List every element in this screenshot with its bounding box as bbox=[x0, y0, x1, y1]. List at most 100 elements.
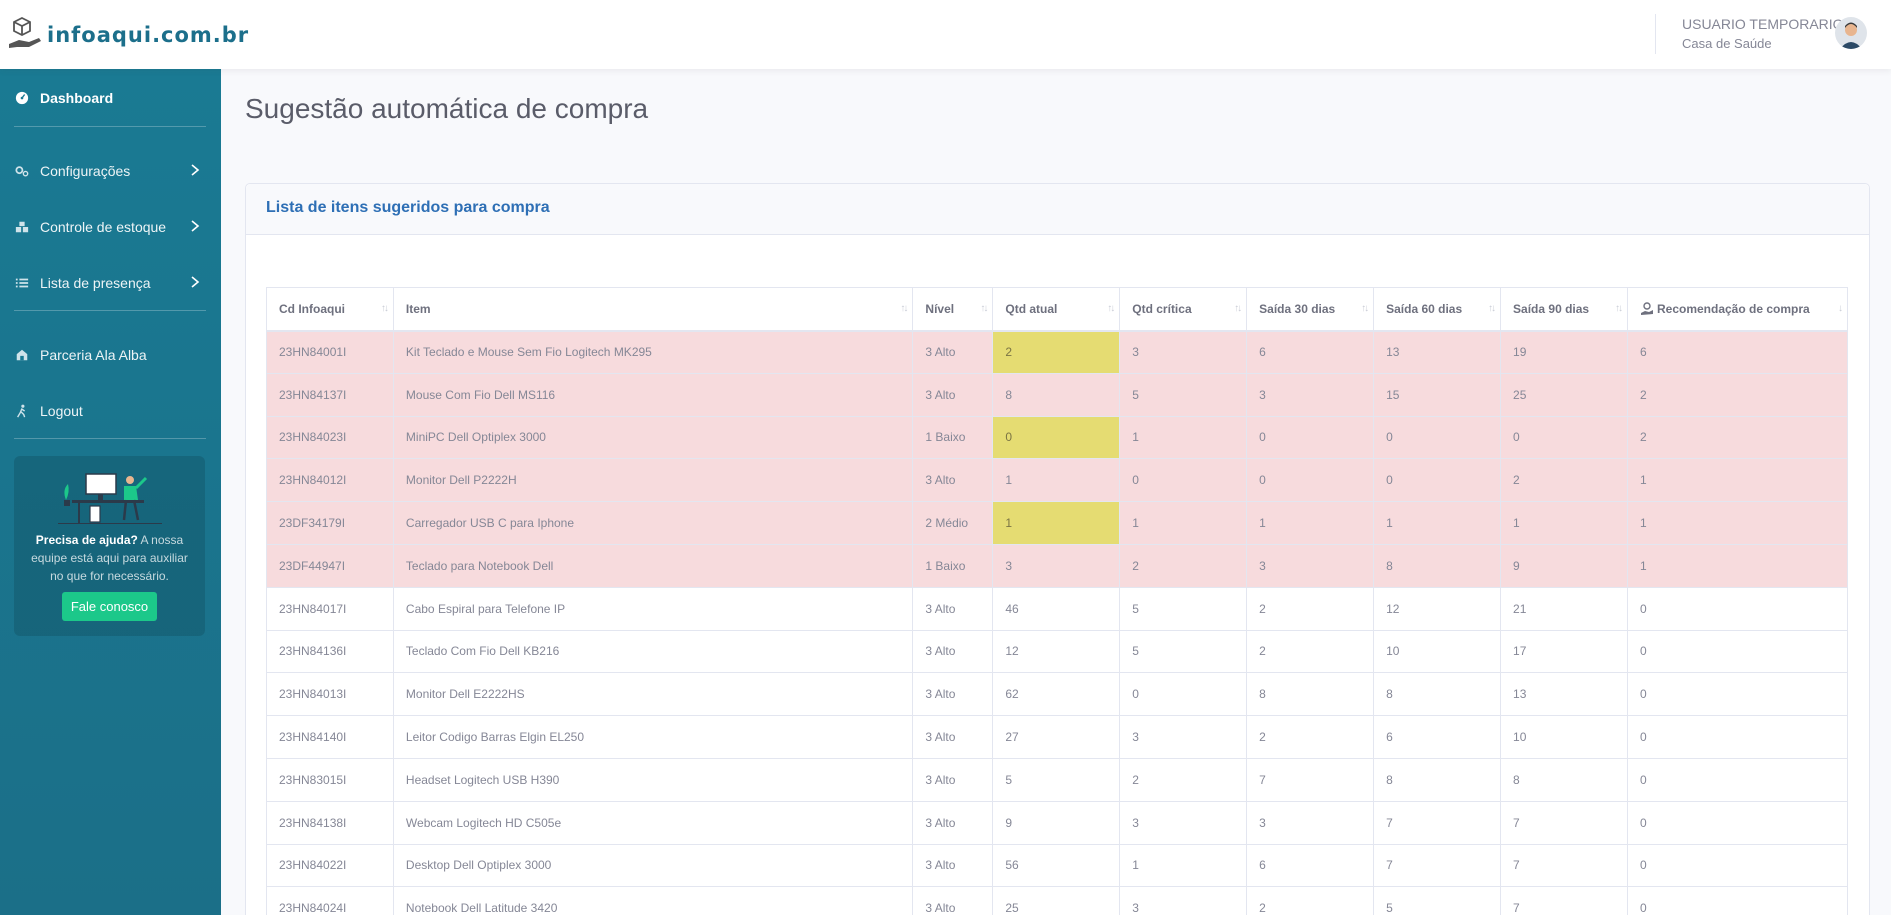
table-cell: 3 Alto bbox=[912, 672, 994, 717]
column-label: Saída 60 dias bbox=[1386, 301, 1463, 316]
sidebar-item-label: Controle de estoque bbox=[40, 219, 167, 235]
table-row[interactable]: 23HN84023I MiniPC Dell Optiplex 3000 1 Bai… bbox=[266, 415, 1849, 460]
column-header-cd[interactable]: Cd Infoaqui ↑↓ bbox=[266, 287, 394, 332]
column-header-recomendacao[interactable]: Recomendação de compra ↓ bbox=[1626, 287, 1849, 332]
table-cell: Cabo Espiral para Telefone IP bbox=[392, 586, 914, 631]
table-cell: 1 bbox=[1373, 501, 1502, 545]
table-cell: 7 bbox=[1500, 800, 1628, 845]
table-cell: Monitor Dell E2222HS bbox=[392, 672, 914, 717]
table-row[interactable]: 23HN84138I Webcam Logitech HD C505e 3 Alto… bbox=[266, 800, 1849, 845]
table-cell: 8 bbox=[1500, 757, 1628, 802]
table-cell: 23HN84022I bbox=[266, 843, 394, 888]
column-label: Nível bbox=[925, 301, 955, 316]
table-cell: 3 Alto bbox=[912, 330, 994, 374]
table-row[interactable]: 23DF44947I Teclado para Notebook Dell 1 Ba… bbox=[266, 543, 1849, 588]
sort-icon: ↑↓ bbox=[1488, 303, 1496, 314]
column-header-saida-30[interactable]: Saída 30 dias ↑↓ bbox=[1246, 287, 1375, 332]
table-cell: Desktop Dell Optiplex 3000 bbox=[392, 843, 914, 888]
sidebar-divider bbox=[14, 126, 206, 127]
table-row[interactable]: 23HN84140I Leitor Codigo Barras Elgin EL2… bbox=[266, 715, 1849, 759]
column-header-nivel[interactable]: Nível ↑↓ bbox=[912, 287, 994, 332]
table-cell: 1 bbox=[1626, 543, 1849, 588]
sort-icon: ↑↓ bbox=[1234, 303, 1242, 314]
sidebar-item-label: Lista de presença bbox=[40, 275, 151, 291]
column-header-saida-60[interactable]: Saída 60 dias ↑↓ bbox=[1373, 287, 1502, 332]
table-cell: 46 bbox=[992, 586, 1121, 631]
table-cell: 3 bbox=[1119, 886, 1248, 915]
user-info[interactable]: USUARIO TEMPORARIO Casa de Saúde bbox=[1682, 15, 1844, 53]
table-cell: 0 bbox=[1373, 458, 1502, 503]
table-cell: 1 Baixo bbox=[912, 415, 994, 460]
page-title: Sugestão automática de compra bbox=[245, 93, 649, 124]
column-label: Qtd crítica bbox=[1132, 301, 1192, 316]
sidebar-item-label: Parceria Ala Alba bbox=[40, 347, 147, 363]
table-cell: 3 Alto bbox=[912, 886, 994, 915]
table-cell: 0 bbox=[1373, 415, 1502, 460]
sidebar: Dashboard Configurações Controle de esto… bbox=[0, 69, 221, 915]
column-header-saida-90[interactable]: Saída 90 dias ↑↓ bbox=[1500, 287, 1628, 332]
table-cell: 23HN84013I bbox=[266, 672, 394, 717]
table-cell: 2 bbox=[1119, 543, 1248, 588]
sidebar-item-label: Dashboard bbox=[40, 90, 114, 106]
table-cell: 23HN83015I bbox=[266, 757, 394, 802]
table-cell: 7 bbox=[1373, 843, 1502, 888]
table-row[interactable]: 23HN84001I Kit Teclado e Mouse Sem Fio Lo… bbox=[266, 330, 1849, 374]
table-row[interactable]: 23HN84012I Monitor Dell P2222H 3 Alto 1 0 0 0 2… bbox=[266, 458, 1849, 503]
table-cell: Kit Teclado e Mouse Sem Fio Logitech MK2… bbox=[392, 330, 914, 374]
sidebar-item-configuracoes[interactable]: Configurações bbox=[0, 151, 221, 191]
sidebar-item-label: Logout bbox=[40, 403, 83, 419]
sidebar-item-lista-presenca[interactable]: Lista de presença bbox=[0, 263, 221, 303]
cogs-icon bbox=[14, 163, 30, 179]
user-name: USUARIO TEMPORARIO bbox=[1682, 16, 1844, 32]
table-cell: 56 bbox=[992, 843, 1121, 888]
table-row[interactable]: 23DF34179I Carregador USB C para Iphone 2 … bbox=[266, 501, 1849, 545]
sort-icon: ↑↓ bbox=[1107, 303, 1115, 314]
dashboard-icon bbox=[14, 90, 30, 106]
table-cell: 6 bbox=[1246, 843, 1375, 888]
brand-logo[interactable]: infoaqui.com.br bbox=[5, 14, 249, 52]
column-header-qtd-critica[interactable]: Qtd crítica ↑↓ bbox=[1119, 287, 1248, 332]
table-row[interactable]: 23HN84017I Cabo Espiral para Telefone IP 3… bbox=[266, 586, 1849, 631]
avatar[interactable] bbox=[1835, 17, 1867, 49]
contact-button[interactable]: Fale conosco bbox=[61, 592, 158, 621]
column-header-qtd-atual[interactable]: Qtd atual ↑↓ bbox=[992, 287, 1121, 332]
sort-icon: ↑↓ bbox=[1614, 303, 1623, 314]
table-cell: 3 Alto bbox=[912, 586, 994, 631]
table-cell: 23HN84017I bbox=[266, 586, 394, 631]
table-row[interactable]: 23HN84022I Desktop Dell Optiplex 3000 3 Al… bbox=[266, 843, 1849, 888]
table-cell: 0 bbox=[1246, 458, 1375, 503]
sidebar-item-controle-estoque[interactable]: Controle de estoque bbox=[0, 207, 221, 247]
chevron-right-icon bbox=[191, 220, 200, 232]
table-row[interactable]: 23HN84024I Notebook Dell Latitude 3420 3 A… bbox=[266, 886, 1849, 915]
table-cell: 21 bbox=[1500, 586, 1628, 631]
column-header-item[interactable]: Item ↑↓ bbox=[392, 287, 914, 332]
table-cell: 23HN84136I bbox=[266, 629, 394, 674]
table-cell: 0 bbox=[1626, 715, 1849, 759]
table-cell: 3 bbox=[1246, 800, 1375, 845]
table-cell: 9 bbox=[1500, 543, 1628, 588]
table-cell: 23HN84137I bbox=[266, 372, 394, 417]
table-cell: 27 bbox=[992, 715, 1121, 759]
help-card: Precisa de ajuda? A nossa equipe está aq… bbox=[14, 456, 205, 636]
table-cell: 8 bbox=[1373, 672, 1502, 717]
table-cell: 3 bbox=[1246, 372, 1375, 417]
table-row[interactable]: 23HN84136I Teclado Com Fio Dell KB216 3 Al… bbox=[266, 629, 1849, 674]
logo-icon bbox=[9, 16, 41, 48]
table-cell: 2 bbox=[1119, 757, 1248, 802]
chevron-right-icon bbox=[191, 276, 200, 288]
table-cell: 5 bbox=[1119, 586, 1248, 631]
sidebar-item-parceria[interactable]: Parceria Ala Alba bbox=[0, 335, 221, 375]
sidebar-item-dashboard[interactable]: Dashboard bbox=[0, 78, 221, 118]
table-cell: Teclado Com Fio Dell KB216 bbox=[392, 629, 914, 674]
table-cell: 7 bbox=[1500, 886, 1628, 915]
table-cell: 10 bbox=[1373, 629, 1502, 674]
sidebar-item-logout[interactable]: Logout bbox=[0, 391, 221, 431]
table-cell: 1 bbox=[992, 458, 1121, 503]
table-cell: 3 Alto bbox=[912, 372, 994, 417]
table-row[interactable]: 23HN84137I Mouse Com Fio Dell MS116 3 Alto… bbox=[266, 372, 1849, 417]
help-description: A nossa equipe está aqui para auxiliar n… bbox=[31, 533, 188, 583]
table-row[interactable]: 23HN84013I Monitor Dell E2222HS 3 Alto 62 0 8… bbox=[266, 672, 1849, 717]
table-cell: 0 bbox=[1626, 886, 1849, 915]
table-row[interactable]: 23HN83015I Headset Logitech USB H390 3 Alt… bbox=[266, 757, 1849, 802]
list-icon bbox=[14, 275, 30, 291]
